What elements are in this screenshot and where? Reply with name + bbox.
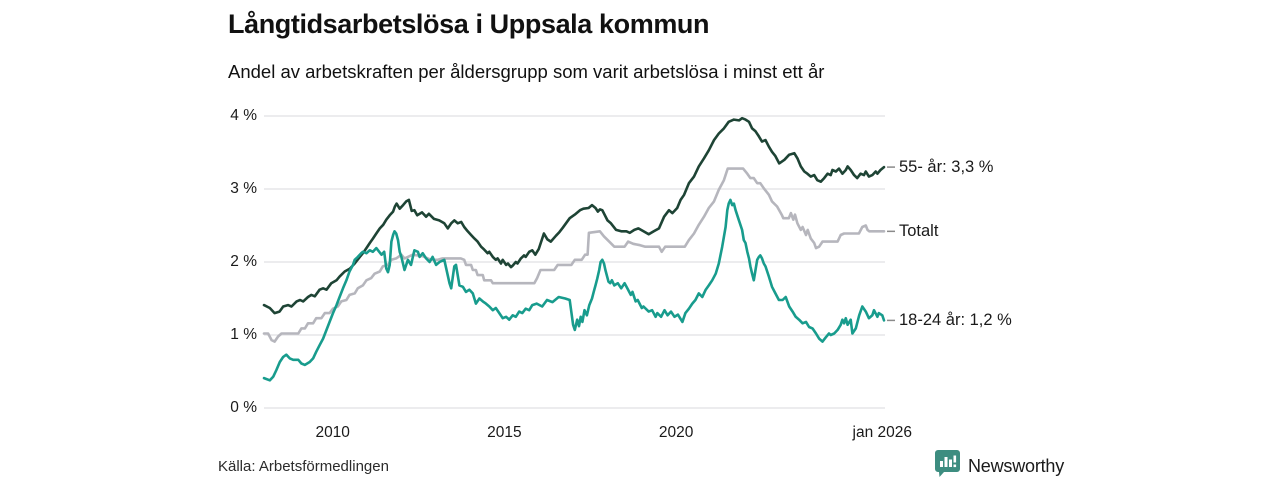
brand-lockup: Newsworthy (934, 449, 1064, 480)
series-label-55: 55- år: 3,3 % (899, 158, 994, 177)
x-tick-label: 2020 (658, 424, 694, 441)
series-line-18-24 år (262, 198, 886, 382)
brand-name: Newsworthy (968, 455, 1065, 476)
x-tick-label: 2010 (315, 424, 350, 441)
source-note: Källa: Arbetsförmedlingen (218, 458, 389, 475)
y-tick-label: 0 % (230, 399, 257, 416)
series-label-totalt: Totalt (899, 222, 939, 241)
y-tick-label: 2 % (230, 253, 257, 270)
series-label-18-24: 18-24 år: 1,2 % (899, 311, 1012, 330)
newsworthy-logo-icon (934, 449, 961, 480)
y-tick-label: 1 % (230, 326, 257, 343)
x-tick-label: 2015 (487, 424, 522, 441)
series-line-55- år (262, 116, 886, 315)
page-subtitle: Andel av arbetskraften per åldersgrupp s… (228, 61, 825, 82)
page-title: Långtidsarbetslösa i Uppsala kommun (228, 9, 710, 39)
y-tick-label: 3 % (230, 180, 257, 197)
y-tick-label: 4 % (230, 107, 257, 124)
series-line-Totalt (262, 167, 886, 343)
x-tick-label: jan 2026 (852, 424, 912, 441)
